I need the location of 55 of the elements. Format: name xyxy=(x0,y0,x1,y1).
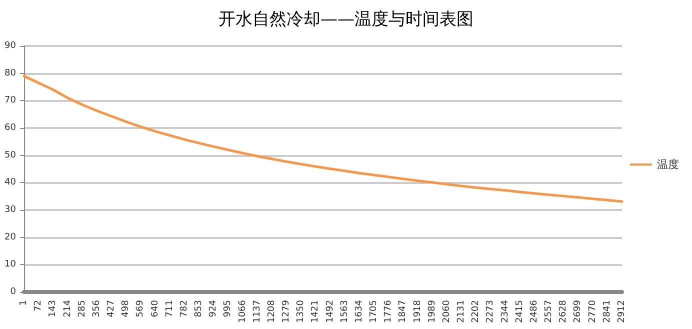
y-tick-label: 90 xyxy=(4,41,16,51)
x-tick-label: 995 xyxy=(223,300,234,318)
y-tick-label: 70 xyxy=(4,96,16,106)
y-tick-label: 10 xyxy=(4,260,16,270)
x-tick-label: 924 xyxy=(208,300,219,318)
x-tick-label: 1705 xyxy=(369,300,380,323)
x-tick-label: 427 xyxy=(106,300,117,318)
x-tick-label: 2060 xyxy=(442,300,452,323)
x-tick-label: 1279 xyxy=(282,300,292,323)
x-tick-label: 1137 xyxy=(252,300,262,323)
line-series xyxy=(22,74,624,203)
chart-title: 开水自然冷却——温度与时间表图 xyxy=(218,10,474,30)
x-tick-label: 2628 xyxy=(558,300,569,323)
x-tick-label: 2841 xyxy=(602,300,612,323)
x-tick-label: 2912 xyxy=(617,300,627,323)
x-tick-label: 2699 xyxy=(573,300,584,323)
x-tick-label: 285 xyxy=(77,300,88,318)
x-tick-label: 1 xyxy=(19,300,29,306)
x-tick-label: 1634 xyxy=(354,300,364,323)
y-tick-label: 20 xyxy=(4,232,16,242)
y-tick-label: 30 xyxy=(4,205,16,215)
x-tick-label: 2202 xyxy=(471,300,482,323)
legend-label: 温度 xyxy=(657,158,679,171)
x-tick-label: 1208 xyxy=(266,300,277,323)
x-tick-label: 72 xyxy=(34,300,44,312)
y-tick-label: 0 xyxy=(10,287,16,297)
x-tick-label: 1918 xyxy=(412,300,423,323)
x-tick-label: 356 xyxy=(92,300,102,318)
x-tick-label: 1350 xyxy=(296,300,306,323)
x-tick-label: 1847 xyxy=(398,300,408,323)
x-tick-label: 2273 xyxy=(486,300,496,323)
x-tick-label: 1776 xyxy=(384,300,394,323)
x-tick-label: 143 xyxy=(48,300,58,318)
x-tick-label: 498 xyxy=(121,300,132,318)
y-tick-label: 40 xyxy=(4,178,16,188)
x-tick-label: 2557 xyxy=(544,300,554,323)
x-tick-label: 2131 xyxy=(456,300,467,323)
x-tick-label: 711 xyxy=(164,300,175,318)
y-tick-label: 50 xyxy=(4,150,16,160)
x-tick-label: 1563 xyxy=(340,300,350,323)
x-tick-label: 1421 xyxy=(310,300,321,323)
x-tick-label: 2415 xyxy=(514,300,525,323)
x-tick-label: 1989 xyxy=(427,300,438,323)
x-tick-label: 782 xyxy=(179,300,190,318)
x-tick-label: 1492 xyxy=(325,300,336,323)
x-tick-label: 569 xyxy=(136,300,146,318)
x-tick-label: 1066 xyxy=(238,300,248,323)
x-tick-label: 2344 xyxy=(500,300,510,323)
x-tick-label: 2770 xyxy=(588,300,598,323)
x-tick-label: 640 xyxy=(150,300,160,318)
x-tick-label: 2486 xyxy=(529,300,540,323)
x-tick-label: 214 xyxy=(62,300,73,318)
x-tick-label: 853 xyxy=(194,300,204,318)
y-tick-label: 80 xyxy=(4,68,16,78)
y-tick-label: 60 xyxy=(4,123,16,133)
